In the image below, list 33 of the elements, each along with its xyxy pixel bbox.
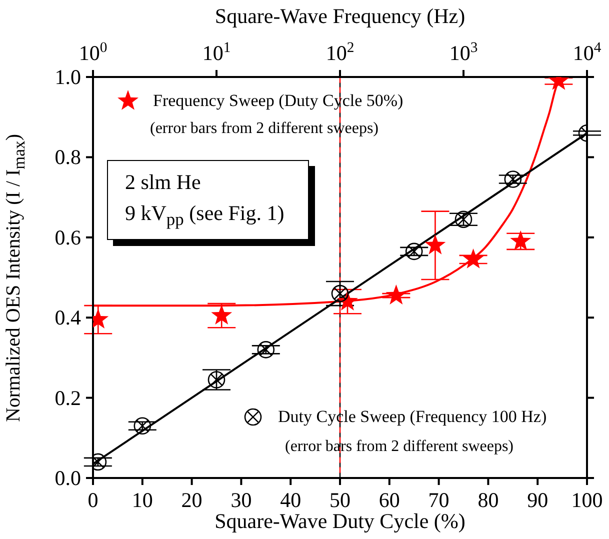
x2-tick-label: 10$^{4}$ — [572, 40, 602, 65]
x2-tick-label: 10$^{2}$ — [326, 40, 354, 65]
x2-tick-label: 10$^{0}$ — [78, 40, 108, 65]
x-tick-label: 60 — [378, 488, 400, 512]
x-tick-label: 90 — [527, 488, 548, 512]
point — [208, 371, 226, 388]
x-tick-label: 50 — [330, 488, 350, 512]
y-tick-label: 0.2 — [54, 386, 81, 410]
point — [454, 210, 472, 228]
point — [405, 242, 423, 260]
x-tick-label: 40 — [280, 488, 302, 512]
x-tick-label: 10 — [132, 488, 153, 512]
point — [257, 341, 275, 358]
y-tick-label: 0.6 — [54, 225, 81, 250]
x-tick-label: 30 — [230, 488, 252, 512]
point — [504, 170, 522, 188]
x-tick-label: 100 — [571, 488, 603, 512]
point — [134, 417, 152, 435]
x2-tick-label: 10$^{3}$ — [449, 40, 478, 65]
y-tick-label: 0.8 — [54, 145, 81, 170]
x-tick-label: 70 — [428, 488, 450, 512]
y-tick-label: 0.4 — [54, 306, 82, 330]
x2-tick-label: 10$^{1}$ — [202, 40, 231, 65]
y-tick-label: 0.0 — [54, 466, 81, 490]
x2-axis-title: Square-Wave Frequency (Hz) — [214, 4, 466, 29]
x-axis-title: Square-Wave Duty Cycle (%) — [214, 509, 466, 533]
annotation: 2 slm He — [125, 170, 201, 195]
annotation: 9 kV$_{pp}$ (see Fig. 1) — [125, 201, 284, 230]
x-tick-label: 80 — [478, 488, 499, 512]
y-tick-label: 1.0 — [54, 65, 81, 89]
point — [331, 284, 349, 302]
x-tick-label: 0 — [88, 488, 98, 512]
x-tick-label: 20 — [181, 488, 202, 512]
